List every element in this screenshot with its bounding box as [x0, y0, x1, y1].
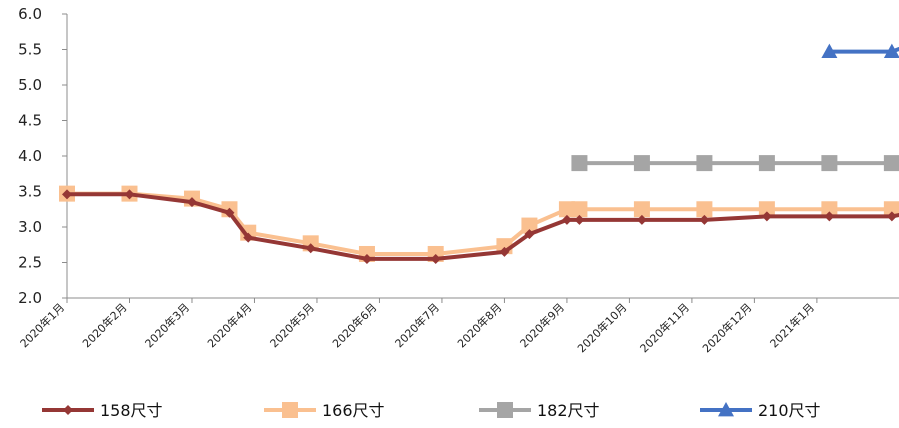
data-point: [821, 43, 838, 59]
data-point: [430, 253, 441, 264]
legend-label: 210尺寸: [758, 401, 821, 420]
legend: 158尺寸 166尺寸 182尺寸 210尺寸: [42, 401, 821, 420]
x-tick-label: 2020年10月: [574, 300, 629, 355]
series-line: [67, 192, 899, 261]
data-point: [821, 155, 838, 172]
x-tick-label: 2020年4月: [204, 300, 254, 350]
data-point: [243, 232, 254, 243]
data-point: [571, 201, 588, 218]
y-tick-label: 6.0: [18, 5, 42, 23]
data-point: [761, 211, 772, 222]
x-tick-label: 2020年8月: [454, 300, 504, 350]
legend-label: 158尺寸: [100, 401, 163, 420]
data-point: [883, 155, 899, 172]
legend-label: 182尺寸: [537, 401, 600, 420]
legend-label: 166尺寸: [322, 401, 385, 420]
data-point: [574, 214, 585, 225]
series-3: [821, 43, 899, 59]
x-tick-label: 2020年9月: [517, 300, 567, 350]
data-point: [633, 201, 650, 218]
data-point: [497, 402, 513, 418]
x-tick-label: 2020年3月: [142, 300, 192, 350]
x-tick-label: 2020年5月: [267, 300, 317, 350]
x-tick-label: 2020年7月: [392, 300, 442, 350]
x-tick-label: 2020年6月: [329, 300, 379, 350]
data-point: [886, 211, 897, 222]
y-tick-label: 5.0: [18, 76, 42, 94]
data-point: [186, 197, 197, 208]
data-point: [62, 189, 72, 200]
data-point: [521, 217, 538, 234]
x-tick-label: 2020年11月: [637, 300, 692, 355]
data-point: [305, 243, 316, 254]
data-point: [63, 405, 73, 415]
data-point: [758, 201, 775, 218]
data-point: [361, 253, 372, 264]
legend-item: 166尺寸: [264, 401, 385, 420]
data-point: [758, 155, 775, 172]
series-0: [62, 189, 899, 264]
axes: 2.0 2.5 3.0 3.5 4.0 4.5 5.0 5.5 6.0 2020年1月 2020年2…: [17, 5, 899, 355]
data-point: [633, 155, 650, 172]
y-tick-label: 2.5: [18, 254, 42, 272]
data-point: [636, 214, 647, 225]
data-point: [224, 207, 235, 218]
legend-item: 182尺寸: [479, 401, 600, 420]
x-tick-label: 2021年1月: [767, 300, 817, 350]
data-point: [883, 201, 899, 218]
data-point: [124, 189, 135, 200]
data-point: [699, 214, 710, 225]
data-point: [524, 229, 535, 240]
data-point: [558, 201, 575, 218]
series-layer: [59, 43, 899, 264]
data-point: [696, 201, 713, 218]
y-tick-label: 3.0: [18, 218, 42, 236]
y-tick-label: 4.0: [18, 147, 42, 165]
data-point: [561, 214, 572, 225]
y-tick-label: 2.0: [18, 289, 42, 307]
series-line: [579, 157, 899, 166]
y-tick-label: 5.5: [18, 41, 42, 59]
data-point: [821, 201, 838, 218]
x-tick-label: 2020年12月: [699, 300, 754, 355]
data-point: [282, 402, 298, 418]
data-point: [571, 155, 588, 172]
data-point: [883, 43, 899, 59]
x-tick-label: 2020年1月: [17, 300, 67, 350]
y-tick-label: 3.5: [18, 183, 42, 201]
legend-item: 210尺寸: [700, 401, 821, 420]
x-tick-label: 2020年2月: [79, 300, 129, 350]
y-tick-label: 4.5: [18, 112, 42, 130]
data-point: [499, 246, 510, 257]
data-point: [718, 402, 734, 417]
data-point: [824, 211, 835, 222]
series-1: [59, 185, 899, 262]
legend-item: 158尺寸: [42, 401, 163, 420]
data-point: [696, 155, 713, 172]
series-2: [571, 155, 899, 172]
